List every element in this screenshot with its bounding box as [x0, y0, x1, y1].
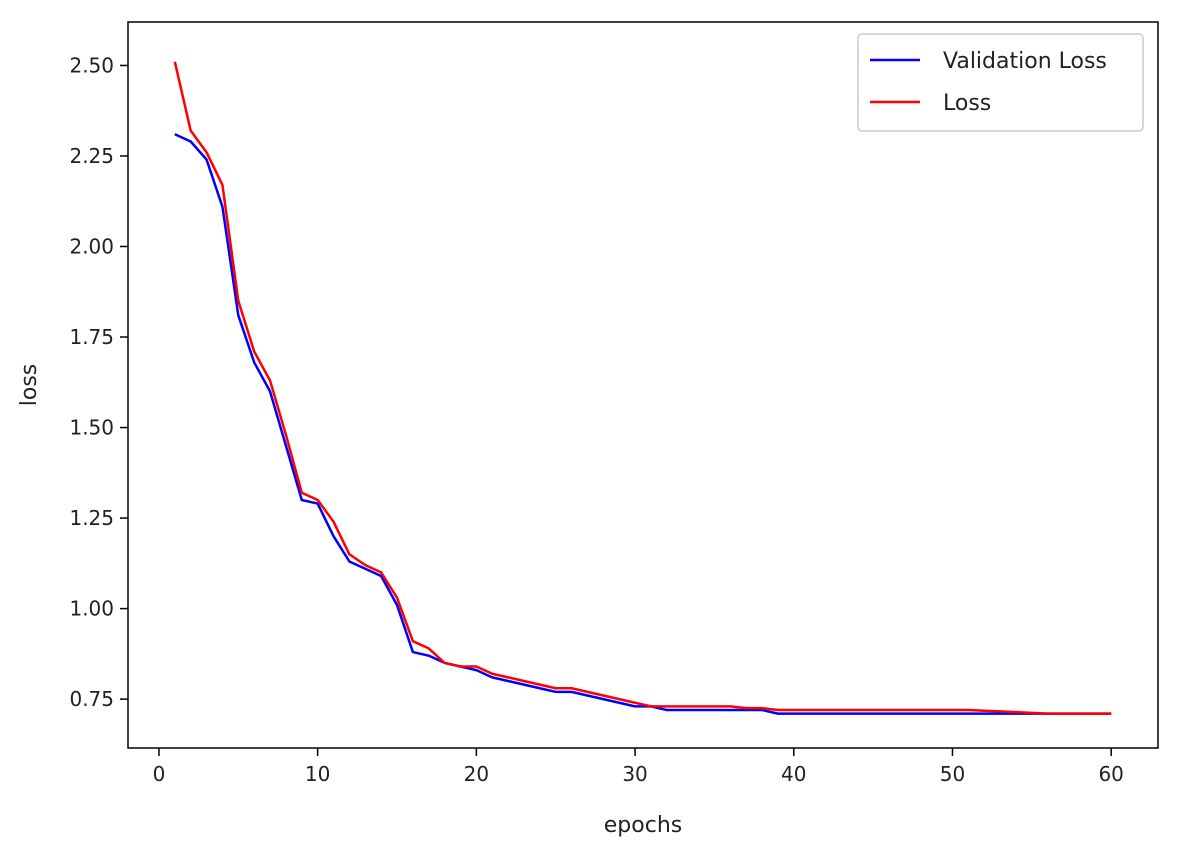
y-tick-label: 0.75: [69, 687, 114, 711]
y-tick-label: 2.00: [69, 234, 114, 258]
legend-label-validation-loss: Validation Loss: [943, 49, 1107, 74]
legend: Validation Loss Loss: [857, 33, 1144, 132]
x-tick-label: 60: [1098, 762, 1123, 786]
y-tick-label: 1.75: [69, 325, 114, 349]
x-tick-label: 0: [153, 762, 166, 786]
y-tick-label: 2.25: [69, 144, 114, 168]
y-axis-ticks: 0.75 1.00 1.25 1.50 1.75 2.00 2.25 2.50: [69, 53, 128, 711]
loss-line: [173, 61, 1112, 715]
y-tick-label: 1.00: [69, 597, 114, 621]
series-lines: [173, 61, 1112, 715]
x-tick-label: 40: [781, 762, 806, 786]
x-tick-label: 30: [622, 762, 647, 786]
legend-box: [857, 33, 1144, 132]
y-tick-label: 2.50: [69, 53, 114, 77]
x-tick-label: 20: [464, 762, 489, 786]
x-axis-ticks: 0 10 20 30 40 50 60: [153, 748, 1124, 786]
y-tick-label: 1.50: [69, 416, 114, 440]
legend-label-loss: Loss: [943, 91, 991, 116]
y-tick-label: 1.25: [69, 506, 114, 530]
x-tick-label: 10: [305, 762, 330, 786]
plot-area-frame: [127, 21, 1159, 749]
x-tick-label: 50: [940, 762, 965, 786]
x-axis-label: epochs: [604, 813, 682, 838]
y-axis-label: loss: [17, 364, 42, 407]
validation-loss-line: [174, 133, 1112, 715]
